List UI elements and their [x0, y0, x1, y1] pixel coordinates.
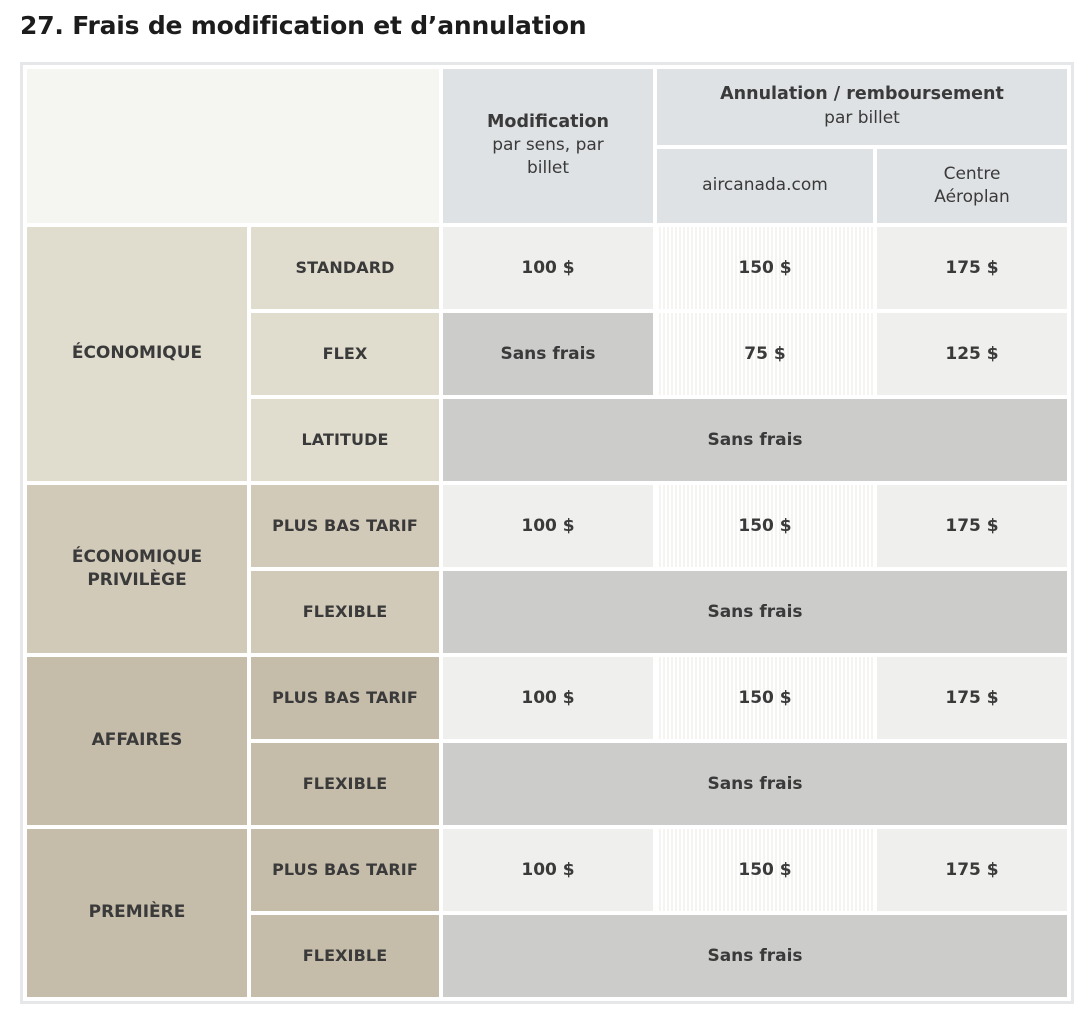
fee-economique-flex-modification: Sans frais — [443, 312, 653, 395]
fee-economique-standard-modification: 100 $ — [443, 226, 653, 309]
fare-cell-flexible-privilege: FLEXIBLE — [251, 570, 439, 653]
fee-privilege-pbt-aircanada: 150 $ — [657, 484, 873, 567]
fee-privilege-pbt-centre: 175 $ — [877, 484, 1068, 567]
cabin-label-economique-privilege: ÉCONOMIQUE PRIVILÈGE — [71, 546, 203, 590]
centre-aeroplan-column-header: Centre Aéroplan — [877, 148, 1068, 223]
fee-privilege-flexible-all: Sans frais — [443, 570, 1068, 653]
fare-cell-flexible-premiere: FLEXIBLE — [251, 914, 439, 997]
fee-privilege-pbt-modification: 100 $ — [443, 484, 653, 567]
fare-cell-plus-bas-tarif-premiere: PLUS BAS TARIF — [251, 828, 439, 911]
annulation-title: Annulation / remboursement — [720, 84, 1004, 105]
fee-economique-flex-centre: 125 $ — [877, 312, 1068, 395]
modification-column-header: Modification par sens, par billet — [443, 68, 653, 223]
fare-cell-flex: FLEX — [251, 312, 439, 395]
cabin-label-affaires: AFFAIRES — [91, 730, 183, 751]
fee-premiere-pbt-centre: 175 $ — [877, 828, 1068, 911]
cabin-cell-affaires: AFFAIRES — [27, 656, 247, 825]
aircanada-column-header: aircanada.com — [657, 148, 873, 223]
cabin-cell-economique-privilege: ÉCONOMIQUE PRIVILÈGE — [27, 484, 247, 653]
modification-subtitle: par sens, par billet — [492, 135, 604, 179]
fee-economique-latitude-all: Sans frais — [443, 398, 1068, 481]
fee-affaires-pbt-modification: 100 $ — [443, 656, 653, 739]
fees-table: Modification par sens, par billet Annula… — [20, 61, 1075, 1004]
centre-aeroplan-label: Centre Aéroplan — [934, 163, 1010, 207]
cabin-label-premiere: PREMIÈRE — [88, 902, 186, 923]
page-title: 27. Frais de modification et d’annulatio… — [20, 11, 587, 40]
cabin-cell-economique: ÉCONOMIQUE — [27, 226, 247, 481]
fee-affaires-flexible-all: Sans frais — [443, 742, 1068, 825]
fare-cell-plus-bas-tarif-affaires: PLUS BAS TARIF — [251, 656, 439, 739]
annulation-header: Annulation / remboursement par billet — [657, 68, 1068, 145]
fare-cell-standard: STANDARD — [251, 226, 439, 309]
fee-economique-standard-centre: 175 $ — [877, 226, 1068, 309]
cabin-cell-premiere: PREMIÈRE — [27, 828, 247, 997]
cabin-label-economique: ÉCONOMIQUE — [71, 343, 203, 364]
corner-cell — [27, 68, 439, 223]
annulation-subtitle: par billet — [824, 107, 900, 128]
fee-affaires-pbt-centre: 175 $ — [877, 656, 1068, 739]
fee-economique-flex-aircanada: 75 $ — [657, 312, 873, 395]
fare-cell-flexible-affaires: FLEXIBLE — [251, 742, 439, 825]
fare-cell-latitude: LATITUDE — [251, 398, 439, 481]
fee-premiere-pbt-aircanada: 150 $ — [657, 828, 873, 911]
fee-affaires-pbt-aircanada: 150 $ — [657, 656, 873, 739]
fare-cell-plus-bas-tarif-privilege: PLUS BAS TARIF — [251, 484, 439, 567]
fee-premiere-pbt-modification: 100 $ — [443, 828, 653, 911]
modification-title: Modification — [487, 111, 609, 132]
fee-premiere-flexible-all: Sans frais — [443, 914, 1068, 997]
fee-economique-standard-aircanada: 150 $ — [657, 226, 873, 309]
